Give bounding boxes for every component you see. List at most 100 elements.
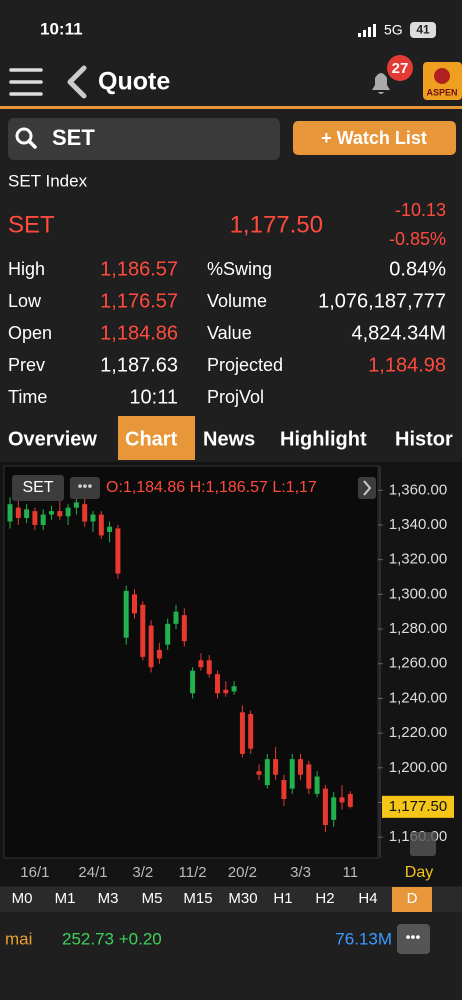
bell-icon[interactable] [372, 73, 390, 94]
candle-body [256, 771, 262, 775]
candle-body [65, 507, 71, 517]
candle-body [7, 504, 13, 522]
signal-icon [358, 24, 376, 37]
status-time: 10:11 [40, 19, 83, 38]
menu-button[interactable] [9, 68, 43, 96]
stat-label: Open [8, 323, 52, 343]
battery [410, 22, 436, 38]
timeframe[interactable]: D [407, 890, 418, 907]
stat-value: 1,184.98 [368, 354, 446, 376]
x-tick-label: 3/3 [290, 864, 311, 881]
candle-body [306, 764, 312, 789]
stat-label: Value [207, 323, 252, 343]
timeframe[interactable]: M5 [142, 890, 163, 907]
badge-count: 27 [392, 60, 409, 77]
candle-body [156, 649, 162, 659]
candle-body [289, 759, 295, 789]
stat-value: 10:11 [129, 386, 178, 408]
tab[interactable]: Chart [125, 428, 178, 450]
ohlc-clip: O:1,184.86 H:1,186.57 L:1,17 [106, 479, 317, 496]
x-tick-label: 11/2 [179, 864, 207, 881]
candle-body [347, 794, 353, 807]
badge [387, 55, 413, 81]
timeframe-active [392, 887, 432, 912]
back-button[interactable] [67, 65, 87, 99]
candle-body [24, 509, 30, 519]
timeframe-bar [0, 887, 462, 912]
tab[interactable]: News [203, 428, 255, 450]
candle-body [198, 660, 204, 668]
last-price-label: 1,177.50 [389, 798, 447, 815]
stat-value: 0.84% [389, 258, 446, 280]
stat-label: Volume [207, 291, 267, 311]
y-tick-label: 1,320.00 [389, 551, 447, 568]
y-tick-label: 1,340.00 [389, 516, 447, 533]
timeframe[interactable]: M15 [183, 890, 212, 907]
candle-body [264, 759, 270, 786]
symbol-box[interactable] [12, 475, 64, 501]
stat-label: Projected [207, 355, 283, 375]
chart: 1,160.001,180.001,200.001,220.001,240.00… [7, 481, 454, 881]
timeframe[interactable]: H2 [315, 890, 334, 907]
x-tick-label: 20/2 [228, 864, 257, 881]
tabs: Overview Chart News Highlight Histor [8, 428, 453, 450]
candle-body [248, 714, 254, 749]
logo-mark [434, 68, 450, 84]
more-box[interactable] [70, 477, 100, 499]
more-dots: ••• [78, 478, 93, 494]
footer-menu[interactable] [397, 924, 430, 954]
candle-body [190, 670, 196, 694]
y-tick-label: 1,220.00 [389, 724, 447, 741]
candle-body [173, 611, 179, 624]
search-box[interactable] [8, 118, 280, 160]
candle-body [123, 590, 129, 638]
candle-body [57, 511, 63, 517]
stat-label: %Swing [207, 259, 272, 279]
stat-value: 1,187.63 [100, 354, 178, 376]
stat-label: Time [8, 387, 47, 407]
fullscreen-button[interactable] [410, 832, 436, 856]
timeframe[interactable]: M3 [98, 890, 119, 907]
active-tab-bg [118, 416, 195, 460]
timeframes: M0 M1 M3 M5 M15 M30 H1 H2 H4 D [12, 887, 432, 912]
candle-body [322, 788, 328, 826]
footer-quote: 252.73 +0.20 [62, 929, 162, 948]
y-tick-label: 1,260.00 [389, 655, 447, 672]
change-percent: -0.85% [389, 229, 446, 249]
watch-list-button[interactable] [293, 121, 456, 155]
plot-area [3, 465, 379, 859]
stat-label: Prev [8, 355, 45, 375]
candle-body [239, 712, 245, 754]
change: -10.13 [395, 200, 446, 220]
timeframe[interactable]: H4 [358, 890, 377, 907]
timeframe[interactable]: M1 [55, 890, 76, 907]
index-name: SET Index [8, 171, 88, 190]
tab[interactable]: Highlight [280, 428, 367, 450]
tab[interactable]: Overview [8, 428, 97, 450]
stat-label: ProjVol [207, 387, 264, 407]
candle-body [40, 514, 46, 525]
timeframe[interactable]: M30 [228, 890, 257, 907]
candle-body [314, 776, 320, 794]
period[interactable]: Day [405, 864, 433, 881]
battery-level: 41 [416, 23, 430, 37]
candle-body [115, 528, 121, 574]
page-title: Quote [98, 68, 170, 96]
x-tick-label: 24/1 [78, 864, 107, 881]
symbol: SET [8, 211, 55, 238]
y-tick-label: 1,280.00 [389, 620, 447, 637]
search-icon-handle [27, 139, 37, 149]
candle-body [15, 507, 21, 519]
x-tick-label: 16/1 [20, 864, 49, 881]
timeframe[interactable]: M0 [12, 890, 33, 907]
candle-body [215, 674, 220, 694]
tab[interactable]: Histor [395, 428, 453, 450]
timeframe[interactable]: H1 [273, 890, 292, 907]
expand-arrow[interactable] [358, 477, 376, 499]
stat-value: 1,176.57 [100, 290, 178, 312]
stat-value: 1,076,187,777 [318, 290, 446, 312]
candle-body [107, 526, 113, 532]
footer-menu-dots: ••• [406, 929, 421, 945]
